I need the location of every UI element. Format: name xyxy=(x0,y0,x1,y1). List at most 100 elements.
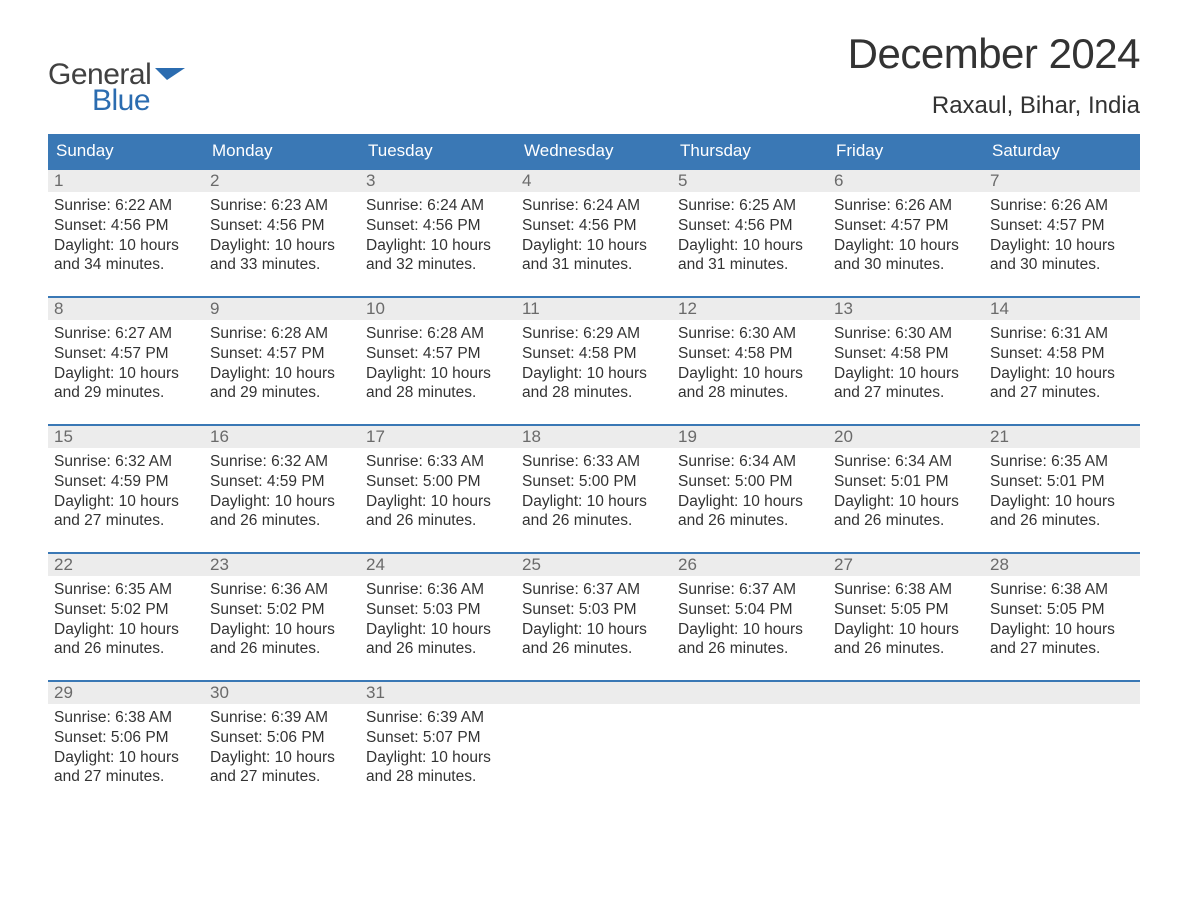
sunrise-text: Sunrise: 6:23 AM xyxy=(210,196,354,216)
daylight-line2: and 26 minutes. xyxy=(210,639,354,659)
sunset-text: Sunset: 4:58 PM xyxy=(678,344,822,364)
daylight-line1: Daylight: 10 hours xyxy=(678,492,822,512)
calendar-day: 15Sunrise: 6:32 AMSunset: 4:59 PMDayligh… xyxy=(48,426,204,552)
daylight-line1: Daylight: 10 hours xyxy=(54,236,198,256)
daylight-line2: and 32 minutes. xyxy=(366,255,510,275)
day-number: 12 xyxy=(672,298,828,320)
daylight-line2: and 26 minutes. xyxy=(210,511,354,531)
sunrise-text: Sunrise: 6:35 AM xyxy=(54,580,198,600)
calendar-day: 25Sunrise: 6:37 AMSunset: 5:03 PMDayligh… xyxy=(516,554,672,680)
sunrise-text: Sunrise: 6:31 AM xyxy=(990,324,1134,344)
calendar-day: 5Sunrise: 6:25 AMSunset: 4:56 PMDaylight… xyxy=(672,170,828,296)
daylight-line1: Daylight: 10 hours xyxy=(522,620,666,640)
calendar-day: 28Sunrise: 6:38 AMSunset: 5:05 PMDayligh… xyxy=(984,554,1140,680)
daylight-line1: Daylight: 10 hours xyxy=(990,620,1134,640)
daylight-line2: and 28 minutes. xyxy=(366,767,510,787)
calendar-day: 16Sunrise: 6:32 AMSunset: 4:59 PMDayligh… xyxy=(204,426,360,552)
calendar-day: 17Sunrise: 6:33 AMSunset: 5:00 PMDayligh… xyxy=(360,426,516,552)
day-number: 13 xyxy=(828,298,984,320)
sunset-text: Sunset: 4:56 PM xyxy=(678,216,822,236)
calendar-week: 1Sunrise: 6:22 AMSunset: 4:56 PMDaylight… xyxy=(48,168,1140,296)
sunset-text: Sunset: 5:04 PM xyxy=(678,600,822,620)
calendar-day xyxy=(984,682,1140,808)
day-details: Sunrise: 6:39 AMSunset: 5:06 PMDaylight:… xyxy=(204,704,360,791)
weeks-container: 1Sunrise: 6:22 AMSunset: 4:56 PMDaylight… xyxy=(48,168,1140,808)
location: Raxaul, Bihar, India xyxy=(848,92,1140,120)
day-number: 3 xyxy=(360,170,516,192)
weekday-wednesday: Wednesday xyxy=(516,134,672,168)
brand-line2: Blue xyxy=(92,86,151,116)
daylight-line2: and 27 minutes. xyxy=(990,383,1134,403)
sunrise-text: Sunrise: 6:34 AM xyxy=(678,452,822,472)
day-number: 15 xyxy=(48,426,204,448)
daylight-line1: Daylight: 10 hours xyxy=(834,364,978,384)
sunrise-text: Sunrise: 6:30 AM xyxy=(678,324,822,344)
day-number: 25 xyxy=(516,554,672,576)
sunrise-text: Sunrise: 6:37 AM xyxy=(522,580,666,600)
sunrise-text: Sunrise: 6:24 AM xyxy=(522,196,666,216)
day-details: Sunrise: 6:32 AMSunset: 4:59 PMDaylight:… xyxy=(204,448,360,535)
daylight-line2: and 26 minutes. xyxy=(678,639,822,659)
brand-text: General Blue xyxy=(48,60,151,116)
daylight-line2: and 27 minutes. xyxy=(834,383,978,403)
daylight-line1: Daylight: 10 hours xyxy=(366,620,510,640)
daylight-line2: and 26 minutes. xyxy=(678,511,822,531)
daylight-line2: and 28 minutes. xyxy=(366,383,510,403)
daylight-line2: and 26 minutes. xyxy=(834,639,978,659)
day-number: 30 xyxy=(204,682,360,704)
calendar-day xyxy=(828,682,984,808)
sunrise-text: Sunrise: 6:29 AM xyxy=(522,324,666,344)
daylight-line2: and 29 minutes. xyxy=(54,383,198,403)
daylight-line1: Daylight: 10 hours xyxy=(834,236,978,256)
daylight-line2: and 26 minutes. xyxy=(366,639,510,659)
calendar-day: 23Sunrise: 6:36 AMSunset: 5:02 PMDayligh… xyxy=(204,554,360,680)
day-number: 16 xyxy=(204,426,360,448)
day-details: Sunrise: 6:36 AMSunset: 5:03 PMDaylight:… xyxy=(360,576,516,663)
daylight-line1: Daylight: 10 hours xyxy=(990,364,1134,384)
day-number: 26 xyxy=(672,554,828,576)
calendar-day: 6Sunrise: 6:26 AMSunset: 4:57 PMDaylight… xyxy=(828,170,984,296)
sunrise-text: Sunrise: 6:30 AM xyxy=(834,324,978,344)
sunrise-text: Sunrise: 6:35 AM xyxy=(990,452,1134,472)
day-number: 21 xyxy=(984,426,1140,448)
sunset-text: Sunset: 5:00 PM xyxy=(678,472,822,492)
day-details: Sunrise: 6:24 AMSunset: 4:56 PMDaylight:… xyxy=(360,192,516,279)
day-details: Sunrise: 6:30 AMSunset: 4:58 PMDaylight:… xyxy=(828,320,984,407)
daylight-line2: and 26 minutes. xyxy=(366,511,510,531)
daylight-line1: Daylight: 10 hours xyxy=(990,492,1134,512)
day-details: Sunrise: 6:22 AMSunset: 4:56 PMDaylight:… xyxy=(48,192,204,279)
day-details: Sunrise: 6:38 AMSunset: 5:06 PMDaylight:… xyxy=(48,704,204,791)
daylight-line1: Daylight: 10 hours xyxy=(210,620,354,640)
daylight-line1: Daylight: 10 hours xyxy=(834,620,978,640)
sunset-text: Sunset: 4:57 PM xyxy=(834,216,978,236)
sunset-text: Sunset: 4:57 PM xyxy=(990,216,1134,236)
day-number: 22 xyxy=(48,554,204,576)
sunrise-text: Sunrise: 6:38 AM xyxy=(990,580,1134,600)
day-number: 6 xyxy=(828,170,984,192)
sunset-text: Sunset: 5:06 PM xyxy=(54,728,198,748)
day-details: Sunrise: 6:33 AMSunset: 5:00 PMDaylight:… xyxy=(516,448,672,535)
sunset-text: Sunset: 5:06 PM xyxy=(210,728,354,748)
day-details: Sunrise: 6:25 AMSunset: 4:56 PMDaylight:… xyxy=(672,192,828,279)
daylight-line1: Daylight: 10 hours xyxy=(366,748,510,768)
sunrise-text: Sunrise: 6:34 AM xyxy=(834,452,978,472)
day-details: Sunrise: 6:28 AMSunset: 4:57 PMDaylight:… xyxy=(204,320,360,407)
daylight-line1: Daylight: 10 hours xyxy=(366,236,510,256)
day-details: Sunrise: 6:38 AMSunset: 5:05 PMDaylight:… xyxy=(984,576,1140,663)
day-details: Sunrise: 6:28 AMSunset: 4:57 PMDaylight:… xyxy=(360,320,516,407)
day-number: 31 xyxy=(360,682,516,704)
sunset-text: Sunset: 4:59 PM xyxy=(210,472,354,492)
day-details: Sunrise: 6:38 AMSunset: 5:05 PMDaylight:… xyxy=(828,576,984,663)
day-details: Sunrise: 6:34 AMSunset: 5:00 PMDaylight:… xyxy=(672,448,828,535)
calendar-day xyxy=(672,682,828,808)
calendar-day: 31Sunrise: 6:39 AMSunset: 5:07 PMDayligh… xyxy=(360,682,516,808)
calendar-day: 26Sunrise: 6:37 AMSunset: 5:04 PMDayligh… xyxy=(672,554,828,680)
sunset-text: Sunset: 4:56 PM xyxy=(366,216,510,236)
sunrise-text: Sunrise: 6:24 AM xyxy=(366,196,510,216)
weekday-thursday: Thursday xyxy=(672,134,828,168)
day-number: 28 xyxy=(984,554,1140,576)
calendar-day: 20Sunrise: 6:34 AMSunset: 5:01 PMDayligh… xyxy=(828,426,984,552)
brand-logo: General Blue xyxy=(48,60,189,116)
day-number: 20 xyxy=(828,426,984,448)
calendar-day: 9Sunrise: 6:28 AMSunset: 4:57 PMDaylight… xyxy=(204,298,360,424)
